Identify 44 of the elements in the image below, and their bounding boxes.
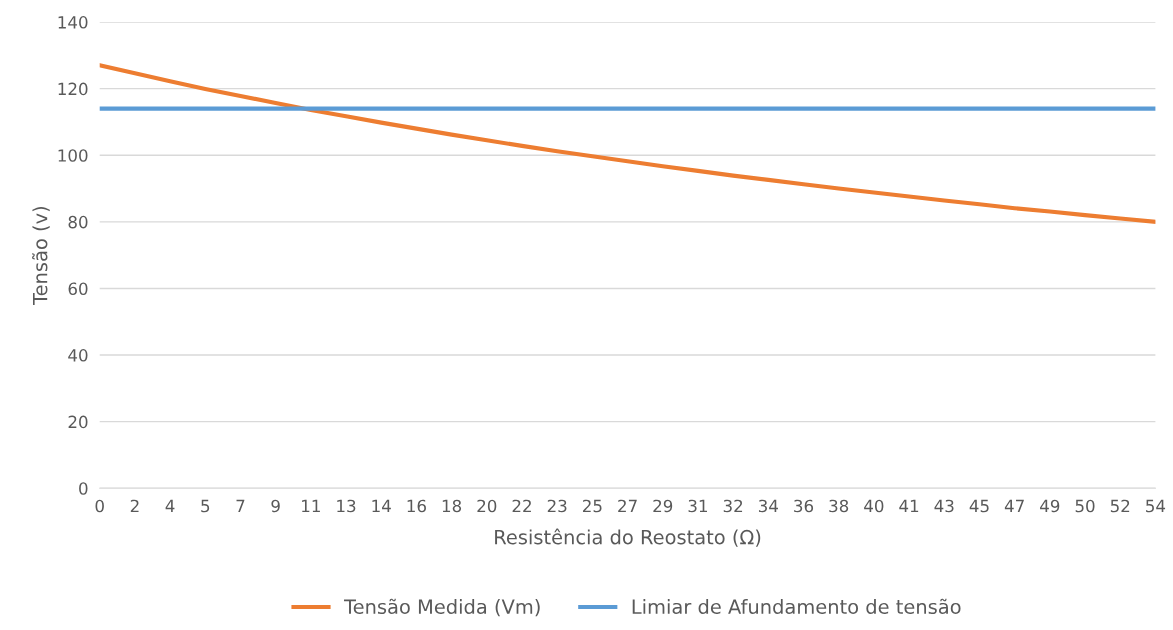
x-tick-label: 47 xyxy=(1004,499,1024,513)
x-tick-label: 54 xyxy=(1146,499,1166,513)
y-axis-title: Tensão (v) xyxy=(32,206,50,306)
x-tick-label: 25 xyxy=(582,499,602,513)
x-tick-label: 2 xyxy=(130,499,139,513)
y-tick-label: 80 xyxy=(68,215,88,229)
x-tick-label: 32 xyxy=(723,499,743,513)
y-tick-label: 20 xyxy=(68,415,88,429)
legend-label: Limiar de Afundamento de tensão xyxy=(632,598,961,615)
y-tick-label: 100 xyxy=(58,149,88,162)
x-tick-label: 52 xyxy=(1110,499,1130,513)
y-tick-label: 140 xyxy=(58,16,88,29)
x-tick-label: 16 xyxy=(407,499,426,513)
x-tick-label: 31 xyxy=(688,499,707,513)
x-tick-label: 11 xyxy=(302,499,320,513)
x-tick-label: 22 xyxy=(512,499,531,513)
x-tick-label: 18 xyxy=(442,499,462,513)
x-tick-label: 7 xyxy=(236,499,245,513)
x-tick-label: 41 xyxy=(899,499,919,513)
x-axis-title: Resistência do Reostato (Ω) xyxy=(495,528,761,547)
x-tick-label: 13 xyxy=(337,499,356,513)
x-tick-label: 34 xyxy=(758,499,778,513)
x-tick-label: 49 xyxy=(1040,499,1060,513)
x-tick-label: 23 xyxy=(547,499,567,513)
x-tick-label: 43 xyxy=(934,499,954,513)
x-tick-label: 4 xyxy=(165,499,175,513)
x-tick-label: 45 xyxy=(969,499,989,513)
x-tick-label: 38 xyxy=(829,499,849,513)
x-tick-label: 36 xyxy=(794,499,814,513)
y-tick-label: 0 xyxy=(79,482,88,495)
x-tick-label: 27 xyxy=(618,499,637,513)
x-tick-label: 40 xyxy=(864,499,884,513)
y-tick-label: 120 xyxy=(58,82,88,96)
x-tick-label: 0 xyxy=(95,499,104,513)
legend-label: Tensão Medida (Vm) xyxy=(344,598,540,617)
x-tick-label: 29 xyxy=(653,499,673,513)
x-tick-label: 5 xyxy=(201,499,210,513)
y-tick-label: 40 xyxy=(68,349,88,362)
x-tick-label: 9 xyxy=(271,499,280,513)
x-tick-label: 50 xyxy=(1075,499,1095,513)
line-series xyxy=(99,63,1156,224)
y-tick-label: 60 xyxy=(68,282,88,296)
x-tick-label: 14 xyxy=(372,499,391,513)
x-tick-label: 20 xyxy=(477,499,497,513)
